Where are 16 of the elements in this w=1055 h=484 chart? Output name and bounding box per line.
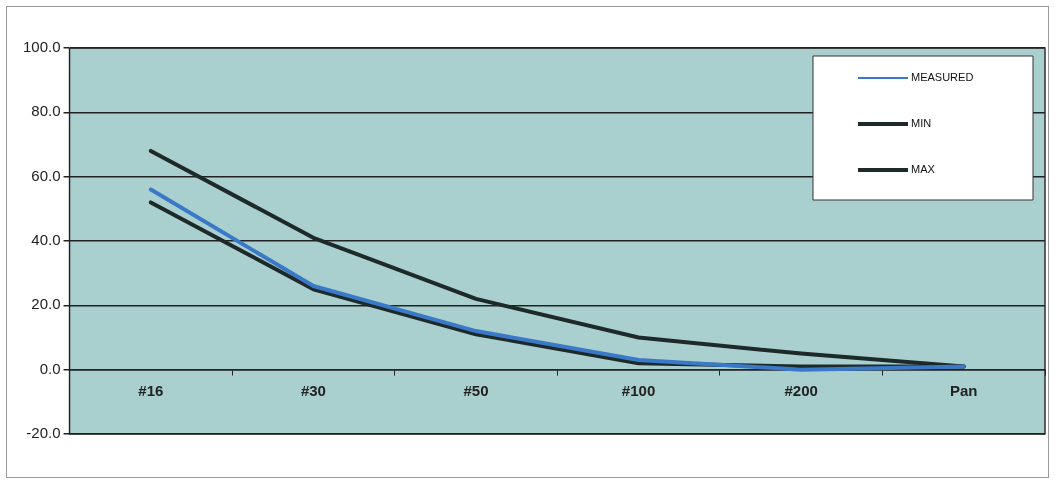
legend-label: MEASURED — [911, 71, 974, 84]
y-tick-label: 80.0 — [31, 102, 61, 120]
x-tick-label: #30 — [300, 381, 326, 399]
legend-label: MAX — [911, 163, 936, 176]
y-tick-label: 20.0 — [31, 295, 61, 313]
y-tick-label: 0.0 — [39, 359, 61, 377]
x-tick-label: #100 — [621, 381, 656, 399]
y-tick-label: 40.0 — [31, 231, 61, 249]
y-tick-label: 100.0 — [22, 38, 61, 56]
x-tick-label: Pan — [949, 381, 978, 399]
y-tick-label: 60.0 — [31, 166, 61, 184]
y-tick-label: -20.0 — [26, 424, 61, 442]
x-tick-label: #16 — [138, 381, 164, 399]
x-tick-label: #200 — [784, 381, 818, 399]
x-tick-label: #50 — [463, 381, 489, 399]
legend-label: MIN — [911, 117, 932, 130]
